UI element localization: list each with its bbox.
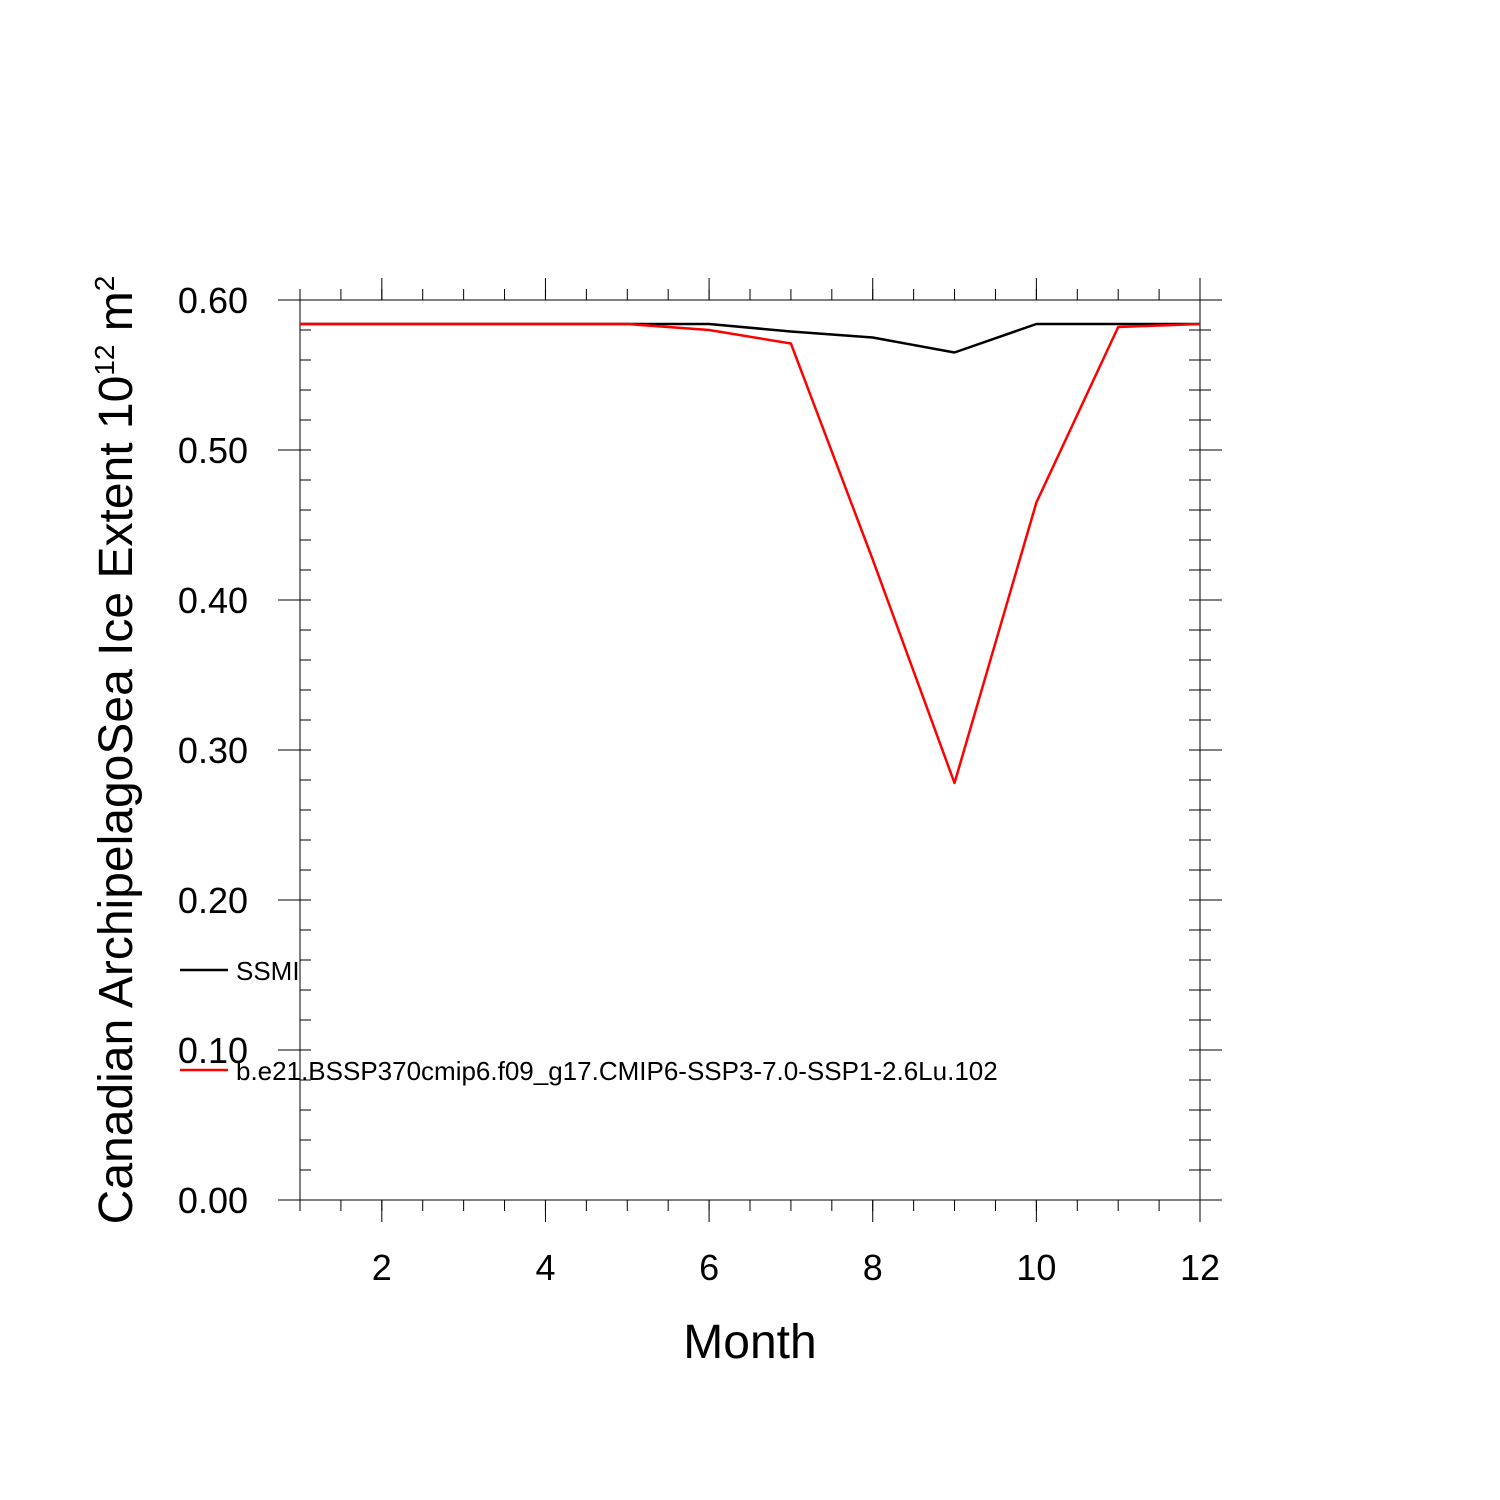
y-axis-title-unit: m: [90, 291, 143, 344]
y-axis-title-unit-exponent: 2: [89, 276, 120, 292]
y-axis-title: Canadian ArchipelagoSea Ice Extent 1012 …: [89, 276, 143, 1225]
y-tick-label: 0.30: [178, 730, 248, 771]
x-tick-label: 8: [863, 1247, 883, 1288]
y-tick-label: 0.50: [178, 430, 248, 471]
x-tick-label: 10: [1016, 1247, 1056, 1288]
y-tick-label: 0.20: [178, 880, 248, 921]
y-tick-label: 0.40: [178, 580, 248, 621]
x-tick-label: 12: [1180, 1247, 1220, 1288]
tick-labels: 2 4 6 8 10 12 0.00 0.10 0.20 0.30 0.40 0.50 0.60: [178, 280, 1220, 1288]
legend-label-ssmi: SSMI: [236, 956, 300, 986]
series-lines: [300, 322, 1201, 785]
series-line-0: [300, 322, 1200, 354]
legend: SSMI b.e21.BSSP370cmip6.f09_g17.CMIP6-SS…: [180, 956, 998, 1086]
axis-ticks: [278, 278, 1222, 1222]
y-tick-label: 0.60: [178, 280, 248, 321]
y-axis-title-main: Canadian ArchipelagoSea Ice Extent 10: [90, 376, 143, 1225]
y-tick-label: 0.00: [178, 1180, 248, 1221]
legend-label-model: b.e21.BSSP370cmip6.f09_g17.CMIP6-SSP3-7.…: [236, 1056, 998, 1086]
y-tick-label: 0.10: [178, 1030, 248, 1071]
x-tick-label: 4: [535, 1247, 555, 1288]
series-line-1: [300, 322, 1201, 785]
y-axis-title-exponent: 12: [89, 345, 120, 376]
x-axis-title: Month: [683, 1316, 816, 1369]
x-tick-label: 2: [372, 1247, 392, 1288]
x-tick-label: 6: [699, 1247, 719, 1288]
